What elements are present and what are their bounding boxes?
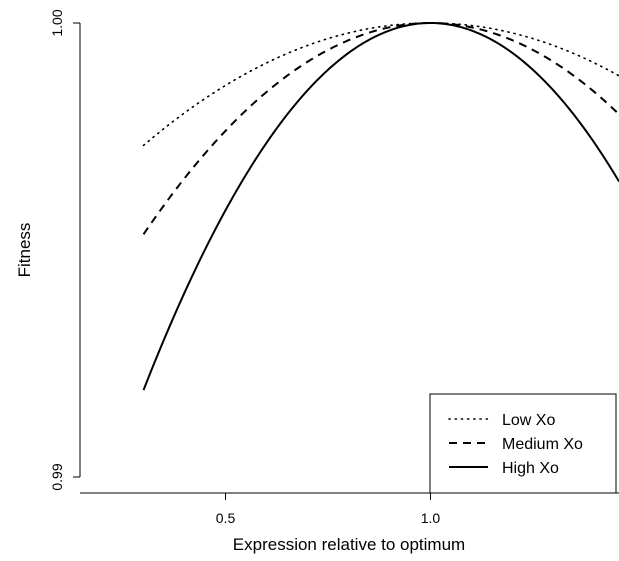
y-tick-label: 0.99: [49, 463, 65, 490]
series-line-low-xo: [142, 22, 619, 147]
series-group: [142, 21, 619, 391]
y-axis-label: Fitness: [15, 223, 34, 278]
x-tick-label: 1.0: [421, 510, 441, 526]
legend-box: [429, 393, 617, 494]
series-line-medium-xo: [142, 21, 619, 235]
legend-label-high: High Xo: [502, 460, 559, 477]
legend-label-low: Low Xo: [502, 412, 555, 429]
legend-label-medium: Medium Xo: [502, 436, 583, 453]
legend: Low Xo Medium Xo High Xo: [429, 393, 617, 494]
y-tick-label: 1.00: [49, 9, 65, 36]
series-line-high-xo: [142, 21, 619, 391]
y-ticks: 0.99 1.00: [49, 9, 80, 491]
x-axis-label: Expression relative to optimum: [233, 535, 465, 554]
x-ticks: 0.5 1.0: [216, 493, 441, 526]
x-tick-label: 0.5: [216, 510, 236, 526]
